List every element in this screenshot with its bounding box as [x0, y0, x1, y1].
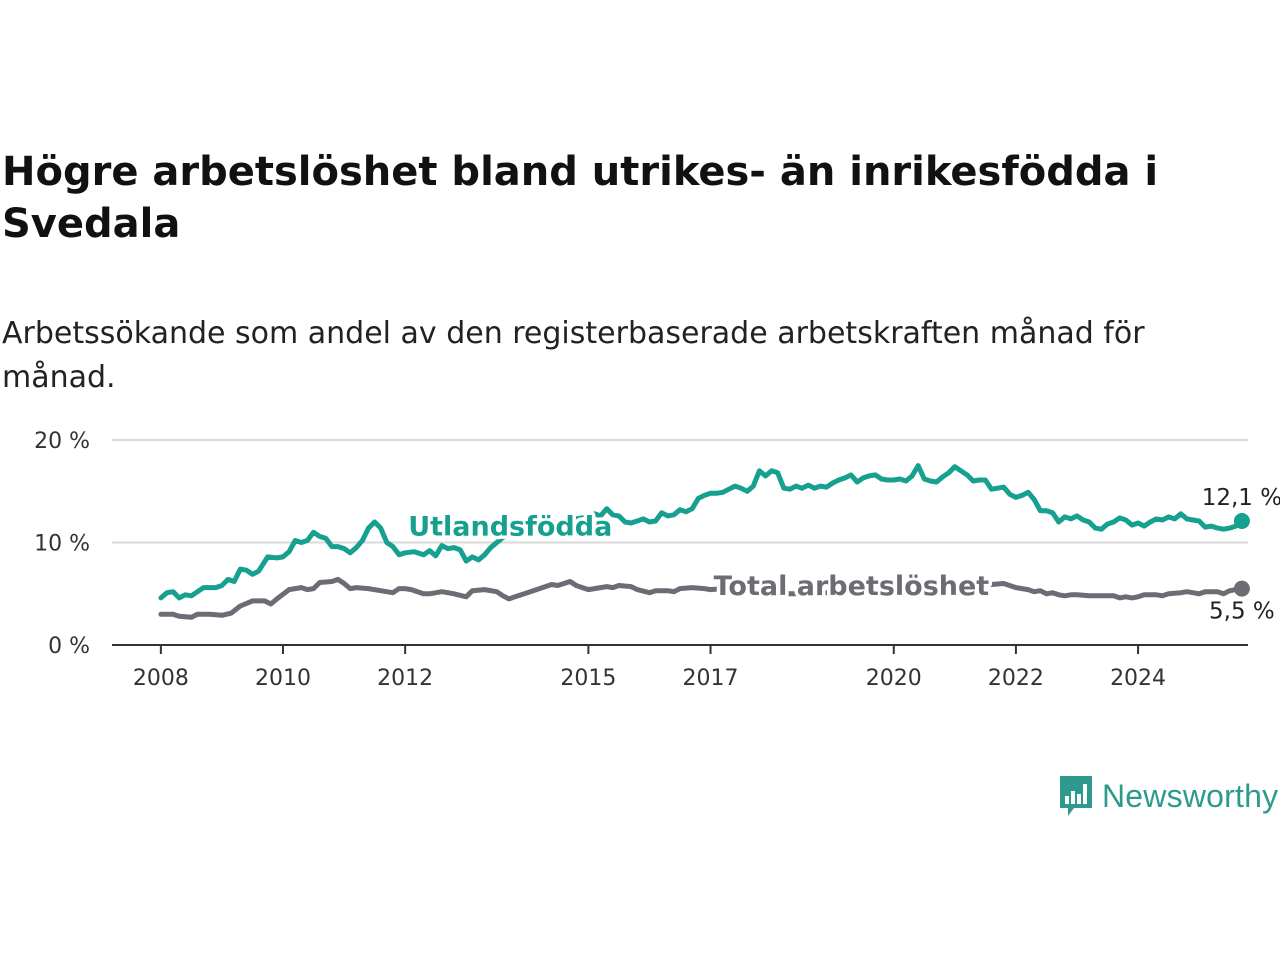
series-name-label: Total arbetslöshet	[714, 571, 990, 602]
chart-title: Högre arbetslöshet bland utrikes- än inr…	[2, 149, 1159, 247]
y-tick-label: 20 %	[34, 429, 90, 454]
x-tick-label: 2020	[866, 666, 922, 691]
series-line-1	[158, 576, 1245, 620]
x-tick-label: 2008	[133, 666, 189, 691]
x-tick-label: 2015	[560, 666, 616, 691]
grid-lines	[112, 439, 1248, 544]
series-end-label: 12,1 %	[1202, 485, 1280, 511]
bar-chart-speech-bubble-icon	[1060, 776, 1092, 816]
series-name-label: Utlandsfödda	[408, 511, 612, 542]
series-lines	[158, 463, 1250, 620]
series-end-label: 5,5 %	[1209, 599, 1275, 625]
x-tick-label: 2010	[255, 666, 311, 691]
x-tick-label: 2017	[683, 666, 739, 691]
y-tick-label: 10 %	[34, 532, 90, 557]
series-end-point-0	[1233, 512, 1250, 529]
series-end-point-1	[1233, 580, 1250, 597]
x-tick-label: 2024	[1110, 666, 1166, 691]
series-line-0	[158, 463, 1245, 601]
newsworthy-logo: Newsworthy	[1058, 774, 1278, 818]
axes: 0 % 10 % 20 % 2008 2010 2012 2015 2017 2020 2022 2…	[34, 429, 1248, 691]
chart-subtitle: Arbetssökande som andel av den registerb…	[2, 316, 1145, 395]
x-tick-label: 2022	[988, 666, 1044, 691]
x-tick-label: 2012	[377, 666, 433, 691]
y-tick-label: 0 %	[48, 634, 90, 659]
series-labels: Utlandsfödda Total arbetslöshet 12,1 % 5,5 …	[405, 485, 1280, 625]
brand-name: Newsworthy	[1102, 777, 1279, 814]
